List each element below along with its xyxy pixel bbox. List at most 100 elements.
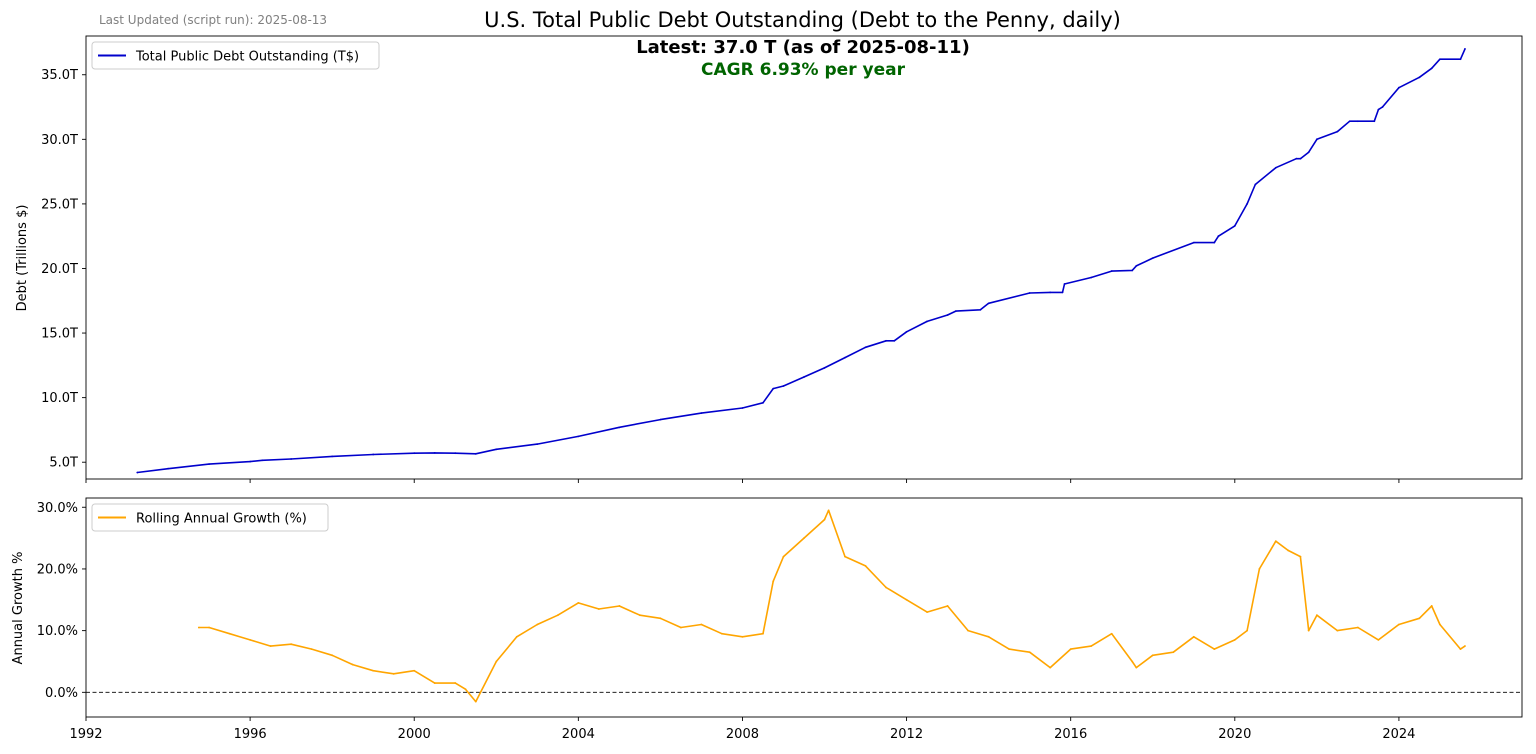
growth-data-point: [1151, 654, 1154, 657]
growth-x-tick-label: 2016: [1054, 727, 1087, 742]
debt-y-tick-label: 25.0T: [41, 197, 78, 212]
debt-data-point: [1464, 48, 1466, 50]
latest-value-annotation: Latest: 37.0 T (as of 2025-08-11): [636, 37, 970, 58]
growth-data-point: [905, 598, 908, 601]
growth-data-point: [1131, 660, 1134, 663]
growth-x-tick-label: 2020: [1218, 727, 1251, 742]
growth-data-point: [208, 626, 210, 629]
growth-data-point: [1246, 629, 1249, 632]
debt-y-tick-label: 20.0T: [41, 262, 78, 277]
growth-data-point: [1008, 648, 1011, 651]
debt-data-point: [1192, 241, 1195, 244]
debt-data-point: [536, 443, 539, 446]
growth-data-point: [197, 626, 200, 629]
growth-data-point: [433, 682, 436, 684]
growth-data-point: [1090, 645, 1093, 647]
growth-legend-label: Rolling Annual Growth (%): [136, 512, 307, 527]
debt-data-point: [331, 455, 334, 458]
debt-data-point: [987, 302, 990, 305]
growth-data-point: [536, 623, 539, 626]
growth-data-point: [1287, 549, 1290, 552]
growth-data-point: [1135, 666, 1138, 669]
growth-data-point: [618, 605, 621, 607]
growth-data-point: [782, 555, 785, 558]
debt-y-axis-label: Debt (Trillions $): [15, 205, 30, 312]
growth-data-point: [1110, 632, 1113, 635]
growth-data-point: [1418, 617, 1421, 620]
growth-data-point: [885, 586, 887, 589]
growth-data-point: [1356, 626, 1359, 629]
growth-data-point: [1398, 623, 1400, 626]
growth-data-point: [392, 672, 395, 675]
growth-data-point: [638, 614, 641, 617]
debt-data-point: [905, 330, 908, 333]
growth-data-point: [1299, 555, 1302, 558]
growth-data-point: [987, 635, 990, 638]
debt-data-point: [1049, 291, 1052, 294]
growth-data-point: [1336, 629, 1339, 632]
growth-data-point: [659, 617, 662, 620]
growth-data-point: [495, 660, 498, 663]
growth-y-tick-label: 10.0%: [37, 624, 78, 639]
debt-data-point: [803, 376, 805, 378]
debt-data-point: [1063, 283, 1066, 285]
debt-data-point: [659, 418, 662, 421]
growth-x-tick-label: 2012: [890, 727, 923, 742]
debt-data-point: [261, 459, 264, 462]
growth-data-point: [1439, 623, 1441, 626]
debt-data-point: [618, 426, 621, 429]
growth-data-point: [372, 669, 375, 672]
debt-data-point: [864, 346, 867, 349]
growth-data-point: [844, 555, 846, 558]
debt-data-point: [1307, 151, 1310, 154]
debt-data-point: [1459, 58, 1462, 61]
growth-data-point: [1028, 651, 1031, 654]
debt-data-point: [1061, 291, 1064, 294]
debt-data-point: [772, 387, 775, 390]
debt-data-point: [1028, 292, 1031, 294]
growth-data-point: [680, 626, 682, 629]
growth-data-point: [310, 648, 313, 651]
debt-data-point: [454, 452, 457, 455]
growth-data-point: [474, 700, 477, 703]
growth-data-point: [556, 614, 559, 617]
debt-data-point: [1336, 130, 1339, 133]
growth-data-point: [1172, 651, 1175, 654]
growth-data-point: [413, 669, 416, 672]
growth-data-point: [1315, 614, 1318, 617]
debt-data-point: [979, 308, 982, 311]
debt-data-point: [844, 356, 846, 359]
debt-data-point: [167, 467, 169, 470]
debt-data-point: [1217, 235, 1220, 238]
cagr-annotation: CAGR 6.93% per year: [701, 60, 905, 80]
growth-data-point: [864, 564, 867, 567]
growth-x-tick-label: 2004: [562, 727, 595, 742]
growth-data-point: [926, 611, 928, 614]
growth-data-point: [700, 623, 703, 626]
debt-data-point: [1439, 58, 1441, 61]
debt-data-point: [1131, 269, 1134, 272]
debt-data-point: [1110, 270, 1113, 272]
debt-legend-box: [91, 41, 380, 70]
debt-data-point: [762, 401, 764, 404]
growth-x-tick-label: 2024: [1382, 727, 1415, 742]
growth-data-point: [1459, 648, 1462, 651]
growth-data-point: [1213, 648, 1216, 651]
growth-data-point: [331, 654, 334, 657]
growth-data-point: [762, 632, 764, 635]
growth-data-point: [454, 682, 457, 684]
debt-data-point: [1135, 264, 1138, 267]
growth-data-point: [823, 518, 826, 521]
growth-data-point: [577, 601, 580, 604]
debt-data-point: [1274, 166, 1277, 169]
debt-data-point: [1233, 224, 1236, 227]
chart-title: U.S. Total Public Debt Outstanding (Debt…: [484, 8, 1121, 32]
debt-data-point: [290, 458, 293, 460]
debt-data-point: [1348, 120, 1351, 123]
growth-y-tick-label: 30.0%: [37, 501, 78, 516]
growth-data-point: [741, 635, 744, 638]
debt-data-point: [893, 339, 896, 342]
growth-data-point: [803, 537, 805, 539]
